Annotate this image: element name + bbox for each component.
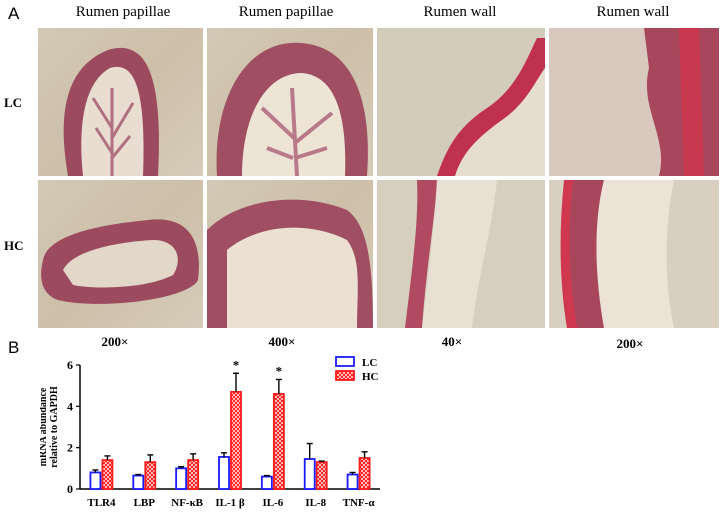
bar-hc bbox=[187, 459, 200, 490]
legend-swatch-hc bbox=[335, 370, 355, 381]
micrograph-lc-papillae-400x bbox=[207, 28, 373, 176]
micrograph-hc-papillae-400x-drawing bbox=[207, 199, 373, 328]
panel-a-letter: A bbox=[8, 4, 20, 23]
bar-hc bbox=[144, 461, 157, 490]
micrograph-hc-papillae-200x-drawing bbox=[41, 219, 199, 304]
legend-label-hc: HC bbox=[362, 371, 379, 383]
micrograph-lc-wall-40x bbox=[377, 28, 545, 176]
x-tick-label: LBP bbox=[134, 497, 156, 509]
bar-chart: 0 2 4 6 mRNA abundance relative to GAPDH TLR4 L… bbox=[40, 356, 380, 509]
column-title-1: Rumen papillae bbox=[75, 4, 171, 20]
x-tick-label: TNF-α bbox=[343, 497, 376, 509]
x-tick-label: TLR4 bbox=[87, 497, 116, 509]
bar-hc bbox=[315, 461, 328, 490]
bar-lc bbox=[175, 467, 188, 490]
micrograph-hc-wall-40x-drawing bbox=[377, 180, 545, 328]
bar-lc bbox=[132, 474, 145, 490]
significance-marker: * bbox=[276, 363, 283, 378]
column-title-2: Rumen papillae bbox=[238, 4, 334, 20]
row-label-hc: HC bbox=[4, 238, 24, 253]
y-axis-label: mRNA abundance bbox=[40, 387, 49, 466]
micrograph-lc-papillae-200x bbox=[38, 28, 203, 176]
panel-b-letter: B bbox=[8, 338, 20, 357]
y-tick-label: 4 bbox=[67, 399, 73, 413]
x-tick-label: NF-κB bbox=[171, 497, 203, 509]
magnification-col-4: 200× bbox=[616, 336, 644, 351]
legend-swatch-lc bbox=[335, 356, 355, 367]
micrograph-lc-wall-200x-drawing bbox=[549, 28, 719, 176]
bar-hc bbox=[230, 390, 242, 490]
bar-lc bbox=[89, 471, 102, 490]
bar-lc bbox=[303, 458, 316, 490]
significance-marker: * bbox=[233, 357, 240, 372]
y-tick-label: 0 bbox=[67, 482, 73, 496]
micrograph-hc-wall-40x bbox=[377, 180, 545, 328]
y-tick-label: 2 bbox=[67, 441, 73, 455]
micrograph-lc-papillae-200x-drawing bbox=[63, 47, 159, 176]
column-title-3: Rumen wall bbox=[423, 4, 497, 20]
x-tick-label: IL-1 β bbox=[215, 497, 245, 509]
bar-lc bbox=[218, 456, 230, 490]
x-tick-label: IL-6 bbox=[262, 497, 283, 509]
bar-hc bbox=[101, 459, 114, 490]
x-tick-label: IL-8 bbox=[305, 497, 326, 509]
magnification-col-3: 40× bbox=[441, 334, 463, 349]
micrograph-hc-papillae-400x bbox=[207, 180, 373, 328]
y-tick-label: 6 bbox=[67, 358, 73, 372]
magnification-col-1: 200× bbox=[101, 334, 129, 349]
bar-lc bbox=[260, 475, 273, 490]
micrograph-lc-papillae-400x-drawing bbox=[216, 42, 368, 176]
micrograph-hc-wall-200x bbox=[549, 180, 719, 328]
legend-label-lc: LC bbox=[362, 357, 377, 369]
bar-lc bbox=[346, 473, 359, 490]
micrograph-hc-papillae-200x bbox=[38, 180, 203, 328]
magnification-col-2: 400× bbox=[268, 334, 296, 349]
micrograph-lc-wall-200x bbox=[549, 28, 719, 176]
micrograph-hc-wall-200x-drawing bbox=[549, 180, 719, 328]
row-label-lc: LC bbox=[4, 95, 23, 110]
micrograph-lc-wall-40x-drawing bbox=[377, 28, 545, 176]
column-title-4: Rumen wall bbox=[596, 4, 670, 20]
bar-hc bbox=[272, 393, 285, 490]
bar-hc bbox=[358, 457, 371, 490]
y-axis-label: relative to GAPDH bbox=[49, 386, 60, 468]
